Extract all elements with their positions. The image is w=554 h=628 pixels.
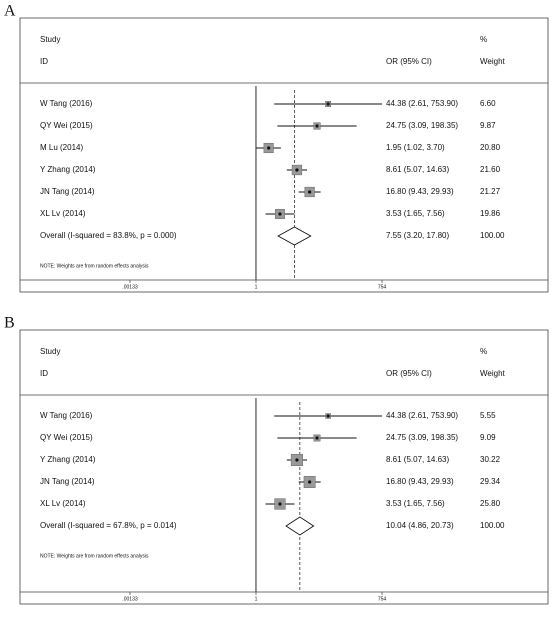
effect-text: 16.80 (9.43, 29.93) — [386, 187, 454, 196]
header: % — [480, 347, 487, 356]
weight-text: 19.86 — [480, 209, 501, 218]
overall-effect: 7.55 (3.20, 17.80) — [386, 231, 449, 240]
x-tick-label: 1 — [255, 284, 258, 290]
header: % — [480, 35, 487, 44]
overall-effect: 10.04 (4.86, 20.73) — [386, 521, 454, 530]
study-name: M Lu (2014) — [40, 143, 83, 152]
weight-text: 5.55 — [480, 411, 496, 420]
effect-text: 3.53 (1.65, 7.56) — [386, 209, 445, 218]
weight-text: 21.27 — [480, 187, 501, 196]
point-estimate — [315, 436, 319, 440]
effect-text: 3.53 (1.65, 7.56) — [386, 499, 445, 508]
study-name: JN Tang (2014) — [40, 187, 95, 196]
panel-label: A — [4, 3, 16, 20]
point-estimate — [326, 414, 330, 418]
header: Weight — [480, 57, 506, 66]
overall-label: Overall (I-squared = 67.8%, p = 0.014) — [40, 521, 177, 530]
weight-text: 29.34 — [480, 477, 501, 486]
effect-text: 44.38 (2.61, 753.90) — [386, 411, 458, 420]
effect-text: 1.95 (1.02, 3.70) — [386, 143, 445, 152]
weight-text: 21.60 — [480, 165, 501, 174]
study-name: XL Lv (2014) — [40, 209, 86, 218]
note: NOTE: Weights are from random effects an… — [40, 263, 149, 269]
study-name: QY Wei (2015) — [40, 121, 93, 130]
point-estimate — [295, 458, 299, 462]
effect-text: 8.61 (5.07, 14.63) — [386, 455, 449, 464]
point-estimate — [295, 168, 299, 172]
overall-weight: 100.00 — [480, 231, 505, 240]
study-name: QY Wei (2015) — [40, 433, 93, 442]
overall-diamond — [277, 226, 312, 246]
panel-frame — [19, 17, 549, 293]
header: Study — [40, 35, 60, 44]
point-estimate — [315, 124, 319, 128]
header: ID — [40, 57, 48, 66]
weight-text: 30.22 — [480, 455, 501, 464]
study-name: XL Lv (2014) — [40, 499, 86, 508]
study-name: Y Zhang (2014) — [40, 165, 96, 174]
x-tick-label: 1 — [255, 596, 258, 602]
weight-text: 25.80 — [480, 499, 501, 508]
weight-text: 6.60 — [480, 99, 496, 108]
header: Study — [40, 347, 60, 356]
effect-text: 16.80 (9.43, 29.93) — [386, 477, 454, 486]
effect-text: 24.75 (3.09, 198.35) — [386, 433, 458, 442]
point-estimate — [278, 212, 282, 216]
header: OR (95% CI) — [386, 57, 432, 66]
point-estimate — [278, 502, 282, 506]
study-name: JN Tang (2014) — [40, 477, 95, 486]
point-estimate — [267, 146, 271, 150]
weight-text: 9.09 — [480, 433, 496, 442]
note: NOTE: Weights are from random effects an… — [40, 553, 149, 559]
point-estimate — [308, 190, 312, 194]
effect-text: 8.61 (5.07, 14.63) — [386, 165, 449, 174]
header: ID — [40, 369, 48, 378]
x-tick-label: .00133 — [122, 596, 138, 602]
study-name: Y Zhang (2014) — [40, 455, 96, 464]
overall-label: Overall (I-squared = 83.8%, p = 0.000) — [40, 231, 177, 240]
x-tick-label: .00133 — [122, 284, 138, 290]
header: OR (95% CI) — [386, 369, 432, 378]
x-tick-label: 754 — [378, 596, 387, 602]
weight-text: 20.80 — [480, 143, 501, 152]
overall-diamond — [285, 516, 315, 536]
panel-label: B — [4, 315, 15, 332]
overall-weight: 100.00 — [480, 521, 505, 530]
effect-text: 44.38 (2.61, 753.90) — [386, 99, 458, 108]
panel-frame — [19, 329, 549, 605]
weight-text: 9.87 — [480, 121, 496, 130]
x-tick-label: 754 — [378, 284, 387, 290]
effect-text: 24.75 (3.09, 198.35) — [386, 121, 458, 130]
point-estimate — [308, 480, 312, 484]
header: Weight — [480, 369, 506, 378]
point-estimate — [326, 102, 330, 106]
study-name: W Tang (2016) — [40, 411, 93, 420]
study-name: W Tang (2016) — [40, 99, 93, 108]
